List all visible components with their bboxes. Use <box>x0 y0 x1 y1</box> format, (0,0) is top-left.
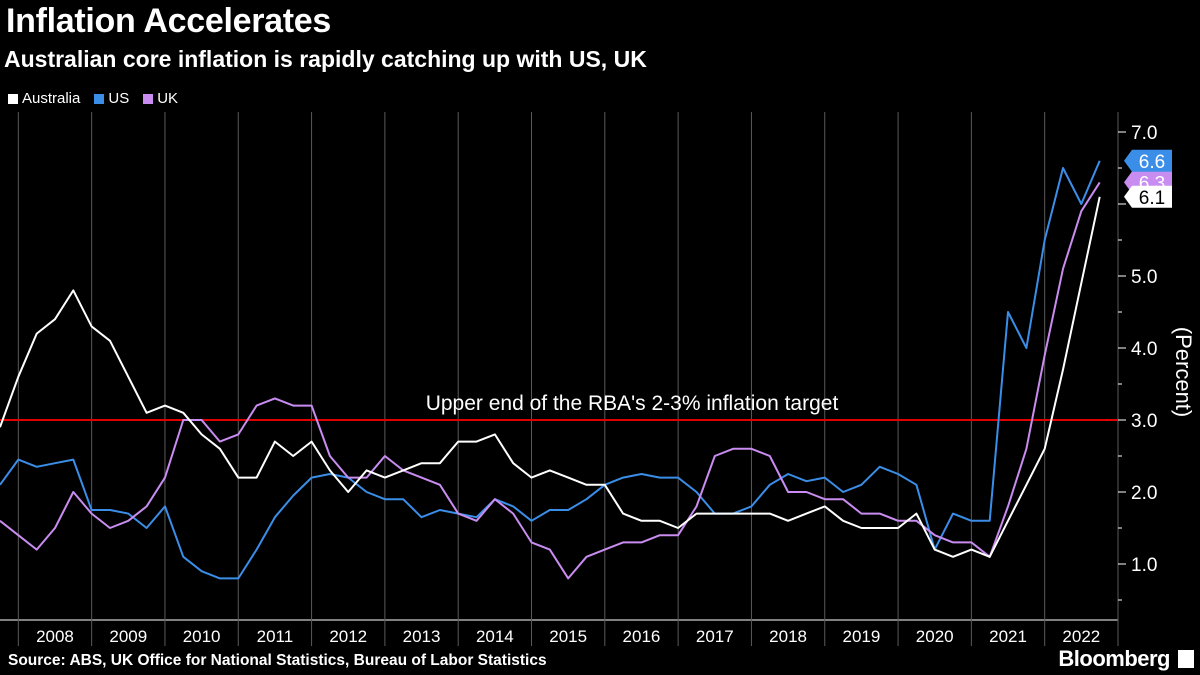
end-value-label-us: 6.6 <box>1139 152 1165 173</box>
legend-label-uk: UK <box>157 90 179 107</box>
x-tick-label: 2018 <box>769 627 807 646</box>
legend-label-australia: Australia <box>22 90 81 107</box>
x-tick-label: 2017 <box>696 627 734 646</box>
legend-swatch-australia <box>8 93 18 104</box>
y-axis-title: (Percent) <box>1171 327 1196 417</box>
y-tick-label: 1.0 <box>1131 555 1157 576</box>
x-tick-label: 2010 <box>183 627 221 646</box>
x-tick-label: 2020 <box>916 627 954 646</box>
y-tick-label: 3.0 <box>1131 411 1157 432</box>
y-tick-label: 4.0 <box>1131 339 1157 360</box>
end-tag-australia <box>1124 185 1172 208</box>
legend-label-us: US <box>108 90 130 107</box>
x-tick-label: 2015 <box>549 627 587 646</box>
x-tick-label: 2019 <box>842 627 880 646</box>
x-tick-label: 2013 <box>403 627 441 646</box>
x-tick-label: 2022 <box>1062 627 1100 646</box>
x-tick-label: 2011 <box>257 627 294 646</box>
legend-item-uk: UK <box>143 90 178 107</box>
y-tick-label: 7.0 <box>1131 123 1157 144</box>
legend-swatch-uk <box>143 93 154 104</box>
x-tick-label: 2012 <box>329 627 367 646</box>
series-line-us <box>0 160 1101 580</box>
x-tick-label: 2016 <box>623 627 661 646</box>
target-annotation: Upper end of the RBA's 2-3% inflation ta… <box>426 392 839 415</box>
x-tick-label: 2021 <box>989 627 1027 646</box>
x-tick-label: 2014 <box>476 627 514 646</box>
chart-title: Inflation Accelerates <box>6 2 332 40</box>
series-line-uk <box>0 181 1101 580</box>
y-tick-label: 2.0 <box>1131 483 1157 504</box>
y-tick-label: 5.0 <box>1131 267 1157 288</box>
legend: Australia US UK <box>8 90 178 107</box>
x-tick-label: 2008 <box>36 627 74 646</box>
legend-item-australia: Australia <box>8 90 80 107</box>
end-tag-us <box>1124 149 1172 172</box>
chart-subtitle: Australian core inflation is rapidly cat… <box>4 46 647 72</box>
x-tick-label: 2009 <box>109 627 147 646</box>
legend-item-us: US <box>94 90 129 107</box>
brand-mark-icon <box>1178 650 1194 668</box>
end-value-label-australia: 6.1 <box>1139 188 1165 209</box>
source-note: Source: ABS, UK Office for National Stat… <box>8 652 547 669</box>
brand-logo: Bloomberg <box>1058 646 1170 671</box>
legend-swatch-us <box>94 93 105 104</box>
series-line-australia <box>0 196 1101 558</box>
